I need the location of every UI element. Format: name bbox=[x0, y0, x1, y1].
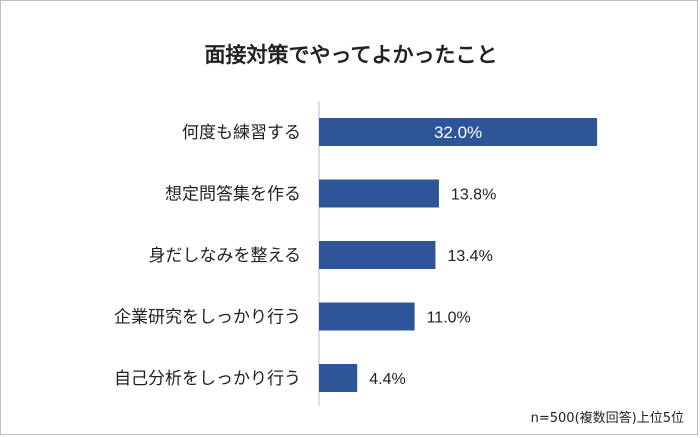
bar bbox=[319, 179, 439, 208]
bar bbox=[319, 118, 598, 146]
category-label: 自己分析をしっかり行う bbox=[114, 369, 301, 389]
data-label: 13.4% bbox=[447, 248, 492, 265]
data-label: 32.0% bbox=[434, 123, 482, 142]
bar bbox=[319, 302, 415, 331]
bars-group: 何度も練習する 32.0% 想定問答集を作る 13.8% 身だしなみを整える 13.4% 企… bbox=[114, 118, 598, 392]
data-label: 4.4% bbox=[369, 371, 405, 388]
category-label: 想定問答集を作る bbox=[165, 185, 301, 205]
sample-note: n=500(複数回答)上位5位 bbox=[531, 410, 684, 426]
category-label: 身だしなみを整える bbox=[149, 246, 302, 266]
data-label: 13.8% bbox=[451, 187, 496, 204]
category-label: 企業研究をしっかり行う bbox=[114, 308, 301, 328]
chart-title: 面接対策でやってよかったこと bbox=[205, 43, 498, 67]
category-label: 何度も練習する bbox=[182, 123, 301, 143]
data-label: 11.0% bbox=[427, 310, 471, 327]
bar bbox=[319, 364, 358, 392]
bar bbox=[319, 241, 436, 269]
